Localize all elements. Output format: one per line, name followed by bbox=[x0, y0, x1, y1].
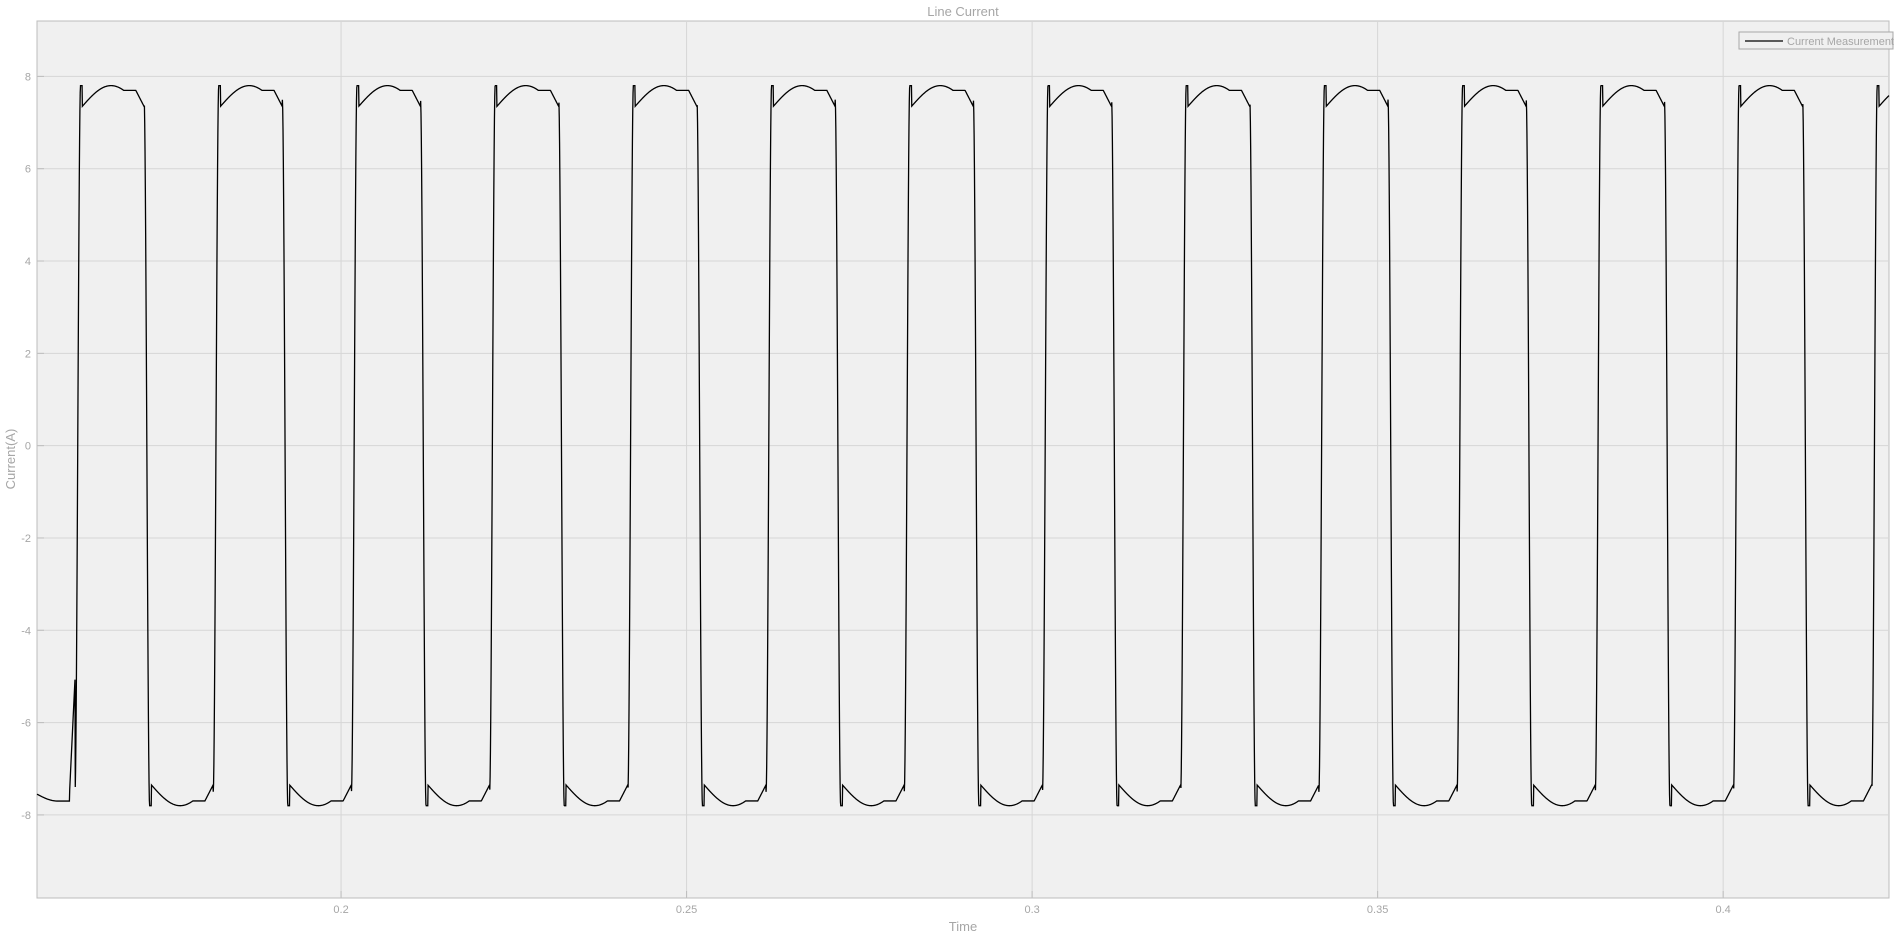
legend-label: Current Measurement bbox=[1787, 36, 1894, 48]
y-tick-label: 2 bbox=[25, 348, 31, 360]
grid-lines bbox=[37, 21, 1889, 898]
series-layer bbox=[36, 84, 1890, 807]
y-tick-label: 6 bbox=[25, 164, 31, 176]
y-tick-label: 0 bbox=[25, 441, 31, 453]
y-tick-label: -4 bbox=[21, 625, 31, 637]
x-tick-label: 0.25 bbox=[676, 904, 697, 916]
y-tick-label: 8 bbox=[25, 71, 31, 83]
y-tick-label: 4 bbox=[25, 256, 31, 268]
x-tick-label: 0.2 bbox=[333, 904, 348, 916]
y-tick-label: -6 bbox=[21, 718, 31, 730]
legend-box bbox=[1738, 31, 1894, 50]
plot-background bbox=[36, 20, 1890, 899]
legend[interactable]: Current Measurement bbox=[1738, 31, 1894, 50]
series-line-current-measurement bbox=[36, 84, 1890, 807]
y-axis-label: Current(A) bbox=[3, 429, 18, 490]
x-tick-label: 0.4 bbox=[1716, 904, 1731, 916]
y-tick-label: -2 bbox=[21, 533, 31, 545]
x-tick-label: 0.35 bbox=[1367, 904, 1388, 916]
x-axis-label: Time bbox=[949, 919, 977, 934]
y-tick-label: -8 bbox=[21, 810, 31, 822]
x-tick-label: 0.3 bbox=[1024, 904, 1039, 916]
axis-ticks: 0.2 0.25 0.3 0.35 0.4 8 6 4 2 0 -2 -4 -6 -8 bbox=[21, 71, 1731, 916]
chart-title: Line Current bbox=[927, 4, 999, 19]
